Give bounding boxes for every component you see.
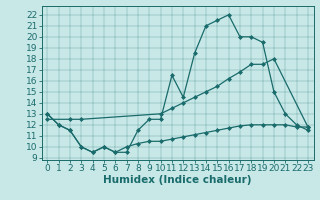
X-axis label: Humidex (Indice chaleur): Humidex (Indice chaleur) xyxy=(103,175,252,185)
